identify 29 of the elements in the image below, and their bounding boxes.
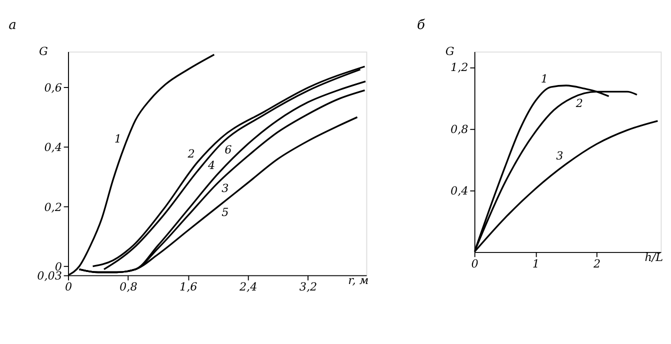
series-label: 4 — [206, 159, 216, 172]
series-label: 2 — [186, 147, 195, 160]
y-tick-label: 0,4 — [44, 141, 62, 154]
y-tick-label: 0,2 — [44, 200, 62, 214]
y-tick-label: 1,2 — [450, 61, 468, 74]
series-label: 3 — [222, 182, 229, 196]
x-tick-label: 1 — [532, 257, 540, 270]
series-label: 5 — [222, 206, 229, 219]
series-label: 1 — [114, 132, 122, 146]
x-tick-label: 3,2 — [299, 280, 318, 294]
series-label: 2 — [574, 97, 583, 110]
x-axis-title: h/L — [644, 250, 664, 264]
x-axis-title: r, м — [348, 274, 369, 288]
x-tick-label: 2 — [592, 257, 601, 270]
x-tick-label: 0,8 — [120, 280, 138, 294]
chart-title: а — [8, 18, 16, 34]
y-axis-title: G — [39, 44, 48, 58]
series-label: 6 — [224, 143, 232, 156]
x-tick-label: 1,6 — [179, 280, 198, 294]
x-tick-label: 0 — [64, 280, 72, 294]
x-tick-label: 0 — [471, 257, 478, 270]
series-label: 3 — [556, 149, 564, 162]
y-tick-label: 0,6 — [44, 82, 62, 95]
y-tick-label: 0,4 — [450, 184, 468, 198]
chart-title: б — [416, 18, 425, 34]
y-tick-label: 0,8 — [450, 122, 468, 136]
x-tick-label: 2,4 — [238, 280, 258, 294]
y-axis-title: G — [445, 44, 454, 58]
series-label: 1 — [540, 72, 548, 86]
